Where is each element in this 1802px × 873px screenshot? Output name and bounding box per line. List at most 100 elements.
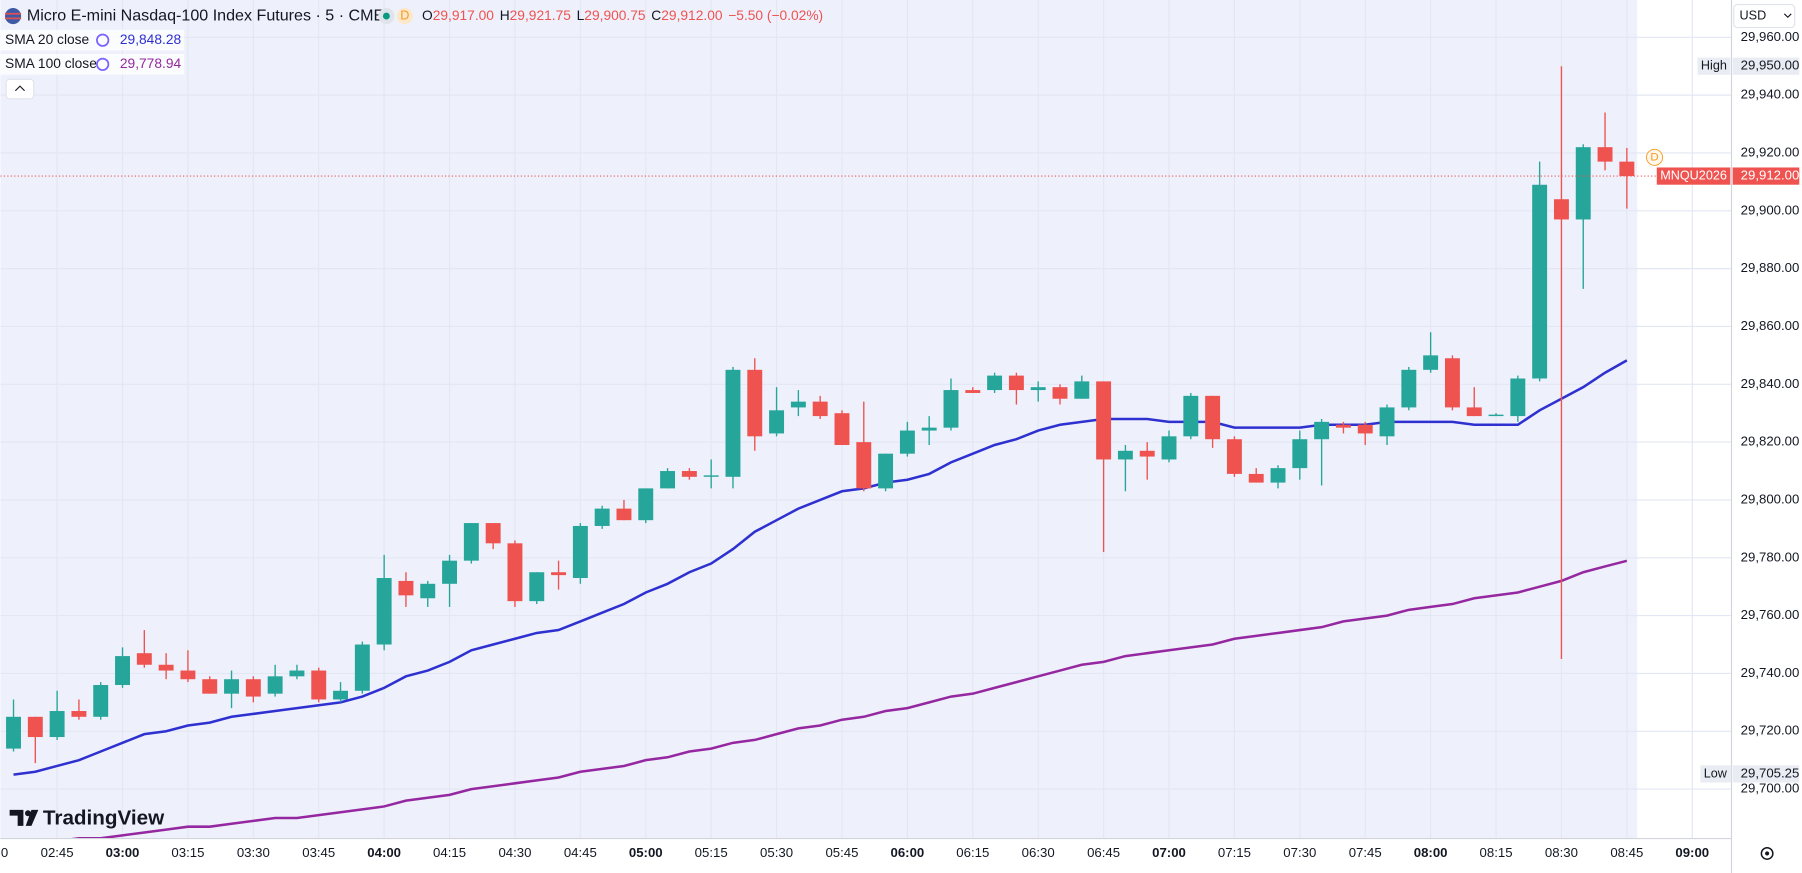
candle-body [333,690,349,700]
status-dot [382,12,390,20]
candle-body [463,523,479,561]
candle-body [987,375,1003,391]
logo-mark-2 [25,809,39,826]
candle-body [1379,407,1395,437]
x-tick-label: 07:30 [1283,845,1316,860]
x-tick-label: 05:15 [695,845,728,860]
candle-body [115,656,130,685]
ohlc-key: H [500,8,510,23]
candle-body [1553,199,1569,220]
grid [0,0,1732,839]
x-tick-label: 06:15 [956,845,989,860]
candle-body [6,716,21,749]
price-tag-name: MNQU2026 [1660,168,1727,182]
candle-body [158,664,174,671]
ohlc-key: C [651,8,661,23]
price-axis-labels: 29,700.00 29,720.00 29,740.00 29,760.00 29,7… [1741,29,1800,796]
settings-icon-dot [1765,851,1770,856]
x-tick-label: 08:45 [1610,845,1643,860]
candle-body [921,427,937,431]
flag-stripes [5,12,22,20]
candle-body [725,369,741,477]
x-tick-label: 02:45 [41,845,74,860]
badge-bg [396,8,413,25]
candle-body [1401,369,1417,408]
candle-body [1510,378,1526,417]
candle-body [376,578,392,645]
candle-body [71,711,87,717]
y-tick-label: 29,860.00 [1741,318,1800,333]
candle-body [1292,439,1308,469]
price-tag-value-bg [1732,57,1800,75]
candle-body [594,508,610,526]
x-tick-label: 08:00 [1414,845,1448,860]
price-tag-value: 29,950.00 [1741,58,1800,73]
candle-body [1052,387,1068,399]
x-tick-label: 04:15 [433,845,466,860]
candle-body [812,401,828,417]
price-tag-name: High [1701,59,1727,73]
marker: D [1650,151,1658,163]
collapse-button[interactable] [5,78,35,100]
x-tick-label: 03:45 [302,845,335,860]
ohlc-value: 29,912.00 [661,8,723,23]
candle-body [703,475,719,477]
logo-mark [9,809,24,826]
x-tick-label: 03:15 [171,845,204,860]
candle-body [1008,375,1024,391]
price-axis [1731,0,1802,873]
future-background [1637,0,1732,839]
symbol-title[interactable]: Micro E-mini Nasdaq-100 Index Futures · … [27,6,385,24]
logo-dot [25,810,31,817]
candle-body [616,508,632,521]
x-tick-label: 06:45 [1087,845,1120,860]
x-tick-label: 02:30 [0,845,8,860]
plot [0,66,1664,839]
ohlc-legend: O29,917.00 H29,921.75 L29,900.75 C29,912.00… [422,8,823,23]
candle-body [572,525,588,579]
candle-body [878,453,894,489]
candle-body [790,401,806,408]
ohlc-key: L [577,8,585,23]
x-tick-label: 07:00 [1152,845,1186,860]
y-tick-label: 29,800.00 [1741,491,1800,506]
candle-body [1226,439,1242,474]
candle-body [1335,424,1351,428]
y-tick-label: 29,900.00 [1741,202,1800,217]
y-tick-label: 29,920.00 [1741,144,1800,159]
x-tick-label: 04:45 [564,845,597,860]
badge: D [400,8,409,22]
indicator-legend: SMA 20 close 29,848.28 SMA 100 close 29,778… [0,29,185,75]
y-tick-label: 29,760.00 [1741,607,1800,622]
settings-icon[interactable] [1760,846,1774,860]
candle-body [420,583,436,599]
legend-icon [96,57,110,71]
candle-body [551,572,567,576]
candle-body [398,580,414,596]
currency[interactable]: USD [1740,8,1767,22]
y-tick-label: 29,840.00 [1741,376,1800,391]
x-tick-label: 08:15 [1480,845,1513,860]
candle-body [1357,424,1373,434]
y-tick-label: 29,720.00 [1741,723,1800,738]
candle-body [1030,387,1046,391]
price-tag-value: 29,705.25 [1741,765,1800,780]
x-tick-label: 05:00 [629,845,663,860]
x-tick-label: 04:30 [498,845,531,860]
legend-value: 29,848.28 [120,32,182,47]
candle-body [485,523,501,544]
candle-body [1183,395,1199,437]
candle-body [1270,468,1286,483]
dropdown-arrow [1783,13,1792,19]
currency-button[interactable] [1733,4,1796,29]
y-tick-label: 29,940.00 [1741,87,1800,102]
candle-body [1619,161,1635,177]
candle-body [245,679,261,697]
candle-body [311,670,327,700]
collapse-arrow [14,85,25,92]
candle-body [638,488,654,521]
candle-body [1597,147,1613,162]
x-tick-label: 08:30 [1545,845,1578,860]
flag-icon [5,8,22,25]
